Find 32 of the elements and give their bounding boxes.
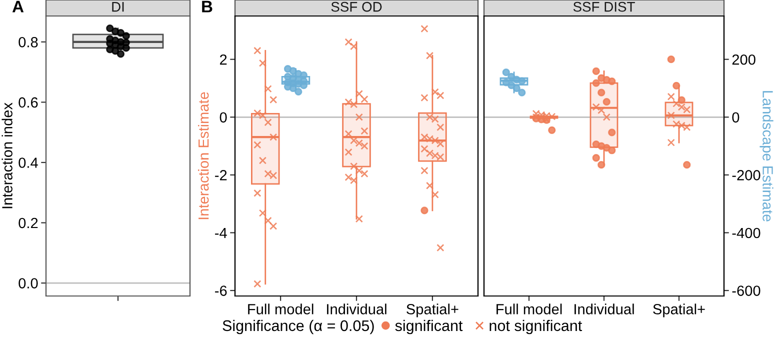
y-tick-label: 0.4 bbox=[18, 158, 38, 168]
y-tick-label: 0.2 bbox=[18, 218, 38, 228]
y-tick-label: -6 bbox=[215, 286, 227, 296]
y2-axis-title: Landscape Estimate bbox=[760, 91, 774, 222]
legend-label: significant bbox=[395, 320, 463, 334]
x-tick-label: Spatial+ bbox=[406, 304, 458, 318]
y-tick-label: 0.6 bbox=[18, 97, 38, 108]
y-tick-label: -2 bbox=[215, 170, 227, 180]
x-tick-label: Individual bbox=[574, 304, 634, 314]
y2-tick-label: -600 bbox=[732, 286, 760, 296]
y-tick-label: -4 bbox=[215, 228, 227, 238]
y2-tick-label: -400 bbox=[732, 228, 760, 238]
x-tick-label: Full model bbox=[496, 304, 562, 314]
chart-title: SSF OD bbox=[331, 2, 382, 12]
y-tick-label: 0.0 bbox=[18, 278, 38, 288]
y-tick-label: 0.8 bbox=[18, 37, 38, 48]
y2-tick-label: 0 bbox=[732, 112, 740, 123]
y2-tick-label: 200 bbox=[732, 54, 756, 65]
legend-label: not significant bbox=[490, 320, 582, 334]
y-axis-title: Interaction Estimate bbox=[198, 92, 209, 220]
y-axis-title: Interaction index bbox=[2, 102, 12, 208]
x-tick-label: Individual bbox=[327, 304, 386, 314]
legend-title: Significance (α = 0.05) bbox=[222, 320, 374, 334]
y-tick-label: 2 bbox=[220, 54, 227, 65]
chart-title: SSF DIST bbox=[573, 2, 635, 12]
text: A bbox=[12, 0, 24, 12]
text: B bbox=[202, 0, 212, 12]
y-tick-label: 0 bbox=[220, 112, 227, 123]
chart-title: DI bbox=[112, 2, 124, 12]
y2-tick-label: -200 bbox=[732, 170, 760, 180]
x-tick-label: Full model bbox=[248, 304, 314, 314]
x-tick-label: Spatial+ bbox=[653, 304, 705, 318]
